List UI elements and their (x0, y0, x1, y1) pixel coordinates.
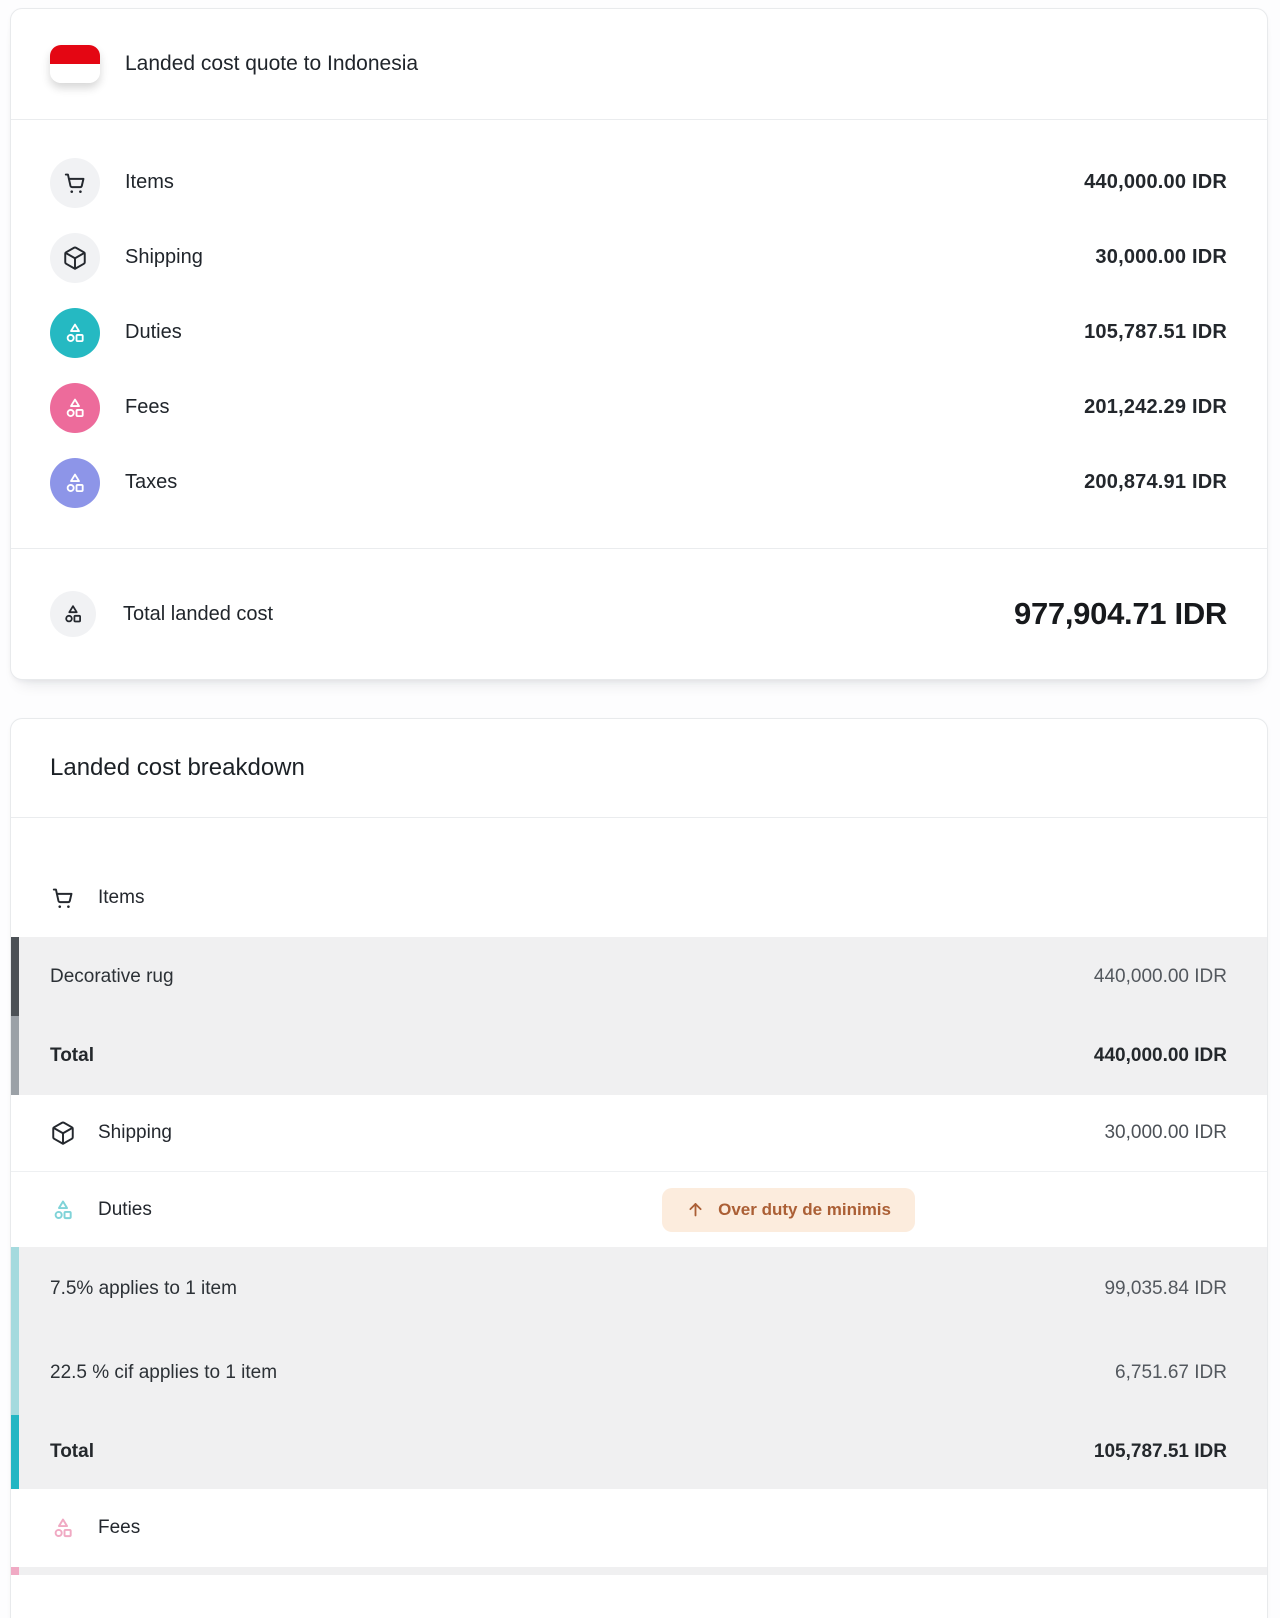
summary-value: 30,000.00 IDR (1095, 246, 1227, 268)
box-icon (50, 232, 100, 283)
breakdown-section-shipping: Shipping 30,000.00 IDR (11, 1095, 1267, 1172)
badge-label: Over duty de minimis (718, 1199, 891, 1219)
total-landed-cost-label: Total landed cost (123, 602, 274, 625)
breakdown-header: Landed cost breakdown (11, 719, 1267, 817)
shapes-icon-total (50, 591, 96, 637)
duty-row-accent-bar (11, 1331, 19, 1415)
shipping-value: 30,000.00 IDR (1104, 1122, 1227, 1143)
summary-value: 440,000.00 IDR (1084, 171, 1227, 193)
shapes-icon-fees (50, 382, 100, 433)
landed-cost-breakdown-card: Landed cost breakdown Items Decorative r… (10, 718, 1268, 1618)
indonesia-flag-icon (50, 45, 100, 83)
landed-cost-quote-card: Landed cost quote to Indonesia Items 440… (10, 8, 1268, 680)
shapes-icon-duties (50, 307, 100, 358)
fee-detail-row-clipped (11, 1567, 1267, 1575)
breakdown-section-fees: Fees (11, 1489, 1267, 1567)
breakdown-title: Landed cost breakdown (50, 754, 305, 781)
duties-total-label: Total (50, 1441, 94, 1462)
flag-red-stripe (50, 45, 100, 64)
over-duty-de-minimis-badge: Over duty de minimis (662, 1187, 915, 1232)
summary-value: 200,874.91 IDR (1084, 471, 1227, 493)
duty-detail-value: 6,751.67 IDR (1115, 1362, 1227, 1383)
shapes-icon-fees (50, 1515, 76, 1541)
items-total-value: 440,000.00 IDR (1093, 1044, 1227, 1066)
summary-label: Fees (125, 396, 170, 418)
summary-label: Shipping (125, 246, 203, 268)
duty-row-accent-bar (11, 1247, 19, 1331)
breakdown-section-duties: Duties Over duty de minimis (11, 1172, 1267, 1247)
quote-summary-list: Items 440,000.00 IDR Shipping 30,000.00 … (11, 120, 1267, 548)
item-name: Decorative rug (50, 965, 174, 987)
total-divider (11, 548, 1267, 549)
items-total-accent-bar (11, 1016, 19, 1095)
duties-total-value: 105,787.51 IDR (1093, 1441, 1227, 1462)
items-total-row: Total 440,000.00 IDR (11, 1016, 1267, 1095)
duty-detail-label: 22.5 % cif applies to 1 item (50, 1362, 278, 1383)
summary-row-items: Items 440,000.00 IDR (50, 145, 1227, 220)
summary-row-duties: Duties 105,787.51 IDR (50, 295, 1227, 370)
section-label: Items (98, 886, 145, 908)
items-total-label: Total (50, 1044, 94, 1066)
breakdown-header-divider (11, 817, 1267, 818)
breakdown-section-items: Items (11, 818, 1267, 937)
shapes-icon-duties (50, 1197, 76, 1223)
duties-total-row: Total 105,787.51 IDR (11, 1415, 1267, 1489)
total-landed-cost-value: 977,904.71 IDR (1014, 596, 1227, 631)
summary-label: Taxes (125, 471, 178, 493)
duty-detail-label: 7.5% applies to 1 item (50, 1278, 237, 1299)
duty-detail-row: 22.5 % cif applies to 1 item 6,751.67 ID… (11, 1331, 1267, 1415)
quote-card-title: Landed cost quote to Indonesia (125, 52, 419, 75)
duties-total-accent-bar (11, 1415, 19, 1489)
summary-label: Items (125, 171, 174, 193)
summary-value: 201,242.29 IDR (1084, 396, 1227, 418)
duty-detail-value: 99,035.84 IDR (1104, 1278, 1227, 1299)
summary-label: Duties (125, 321, 182, 343)
item-row-accent-bar (11, 937, 19, 1016)
header-divider (11, 119, 1267, 120)
box-icon (50, 1120, 76, 1146)
summary-row-shipping: Shipping 30,000.00 IDR (50, 220, 1227, 295)
section-label: Shipping (98, 1122, 172, 1143)
cart-icon (50, 157, 100, 208)
section-label: Duties (98, 1198, 152, 1220)
cart-icon (50, 885, 76, 911)
quote-card-header: Landed cost quote to Indonesia (11, 9, 1267, 119)
shapes-icon-taxes (50, 457, 100, 508)
summary-row-taxes: Taxes 200,874.91 IDR (50, 445, 1227, 520)
total-landed-cost-row: Total landed cost 977,904.71 IDR (11, 549, 1267, 679)
flag-white-stripe (50, 64, 100, 83)
summary-row-fees: Fees 201,242.29 IDR (50, 370, 1227, 445)
fee-row-accent-bar (11, 1567, 19, 1575)
breakdown-item-row: Decorative rug 440,000.00 IDR (11, 937, 1267, 1016)
summary-value: 105,787.51 IDR (1084, 321, 1227, 343)
item-value: 440,000.00 IDR (1093, 965, 1227, 987)
arrow-up-icon (689, 1203, 702, 1217)
section-label: Fees (98, 1517, 141, 1538)
duty-detail-row: 7.5% applies to 1 item 99,035.84 IDR (11, 1247, 1267, 1331)
